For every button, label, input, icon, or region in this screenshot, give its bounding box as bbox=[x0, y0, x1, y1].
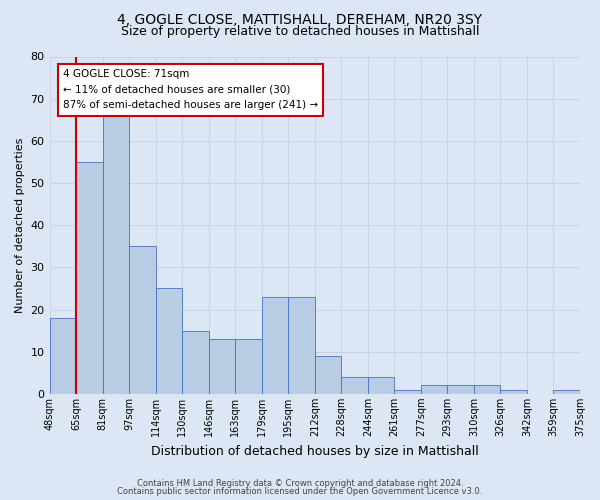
Y-axis label: Number of detached properties: Number of detached properties bbox=[15, 138, 25, 313]
Bar bbox=[235, 339, 262, 394]
Text: 4, GOGLE CLOSE, MATTISHALL, DEREHAM, NR20 3SY: 4, GOGLE CLOSE, MATTISHALL, DEREHAM, NR2… bbox=[118, 12, 482, 26]
Bar bbox=[421, 386, 448, 394]
Bar bbox=[103, 116, 129, 394]
Bar bbox=[341, 377, 368, 394]
Bar bbox=[129, 246, 155, 394]
Text: Contains public sector information licensed under the Open Government Licence v3: Contains public sector information licen… bbox=[118, 487, 482, 496]
Bar bbox=[209, 339, 235, 394]
Bar bbox=[76, 162, 103, 394]
Text: Size of property relative to detached houses in Mattishall: Size of property relative to detached ho… bbox=[121, 25, 479, 38]
Bar bbox=[315, 356, 341, 394]
Bar bbox=[474, 386, 500, 394]
Text: Contains HM Land Registry data © Crown copyright and database right 2024.: Contains HM Land Registry data © Crown c… bbox=[137, 478, 463, 488]
Bar bbox=[262, 297, 288, 394]
Bar bbox=[50, 318, 76, 394]
Bar bbox=[368, 377, 394, 394]
Bar bbox=[394, 390, 421, 394]
Bar bbox=[182, 330, 209, 394]
Bar bbox=[288, 297, 315, 394]
Bar bbox=[448, 386, 474, 394]
Bar bbox=[553, 390, 580, 394]
X-axis label: Distribution of detached houses by size in Mattishall: Distribution of detached houses by size … bbox=[151, 444, 479, 458]
Text: 4 GOGLE CLOSE: 71sqm
← 11% of detached houses are smaller (30)
87% of semi-detac: 4 GOGLE CLOSE: 71sqm ← 11% of detached h… bbox=[63, 69, 318, 110]
Bar bbox=[500, 390, 527, 394]
Bar bbox=[155, 288, 182, 394]
